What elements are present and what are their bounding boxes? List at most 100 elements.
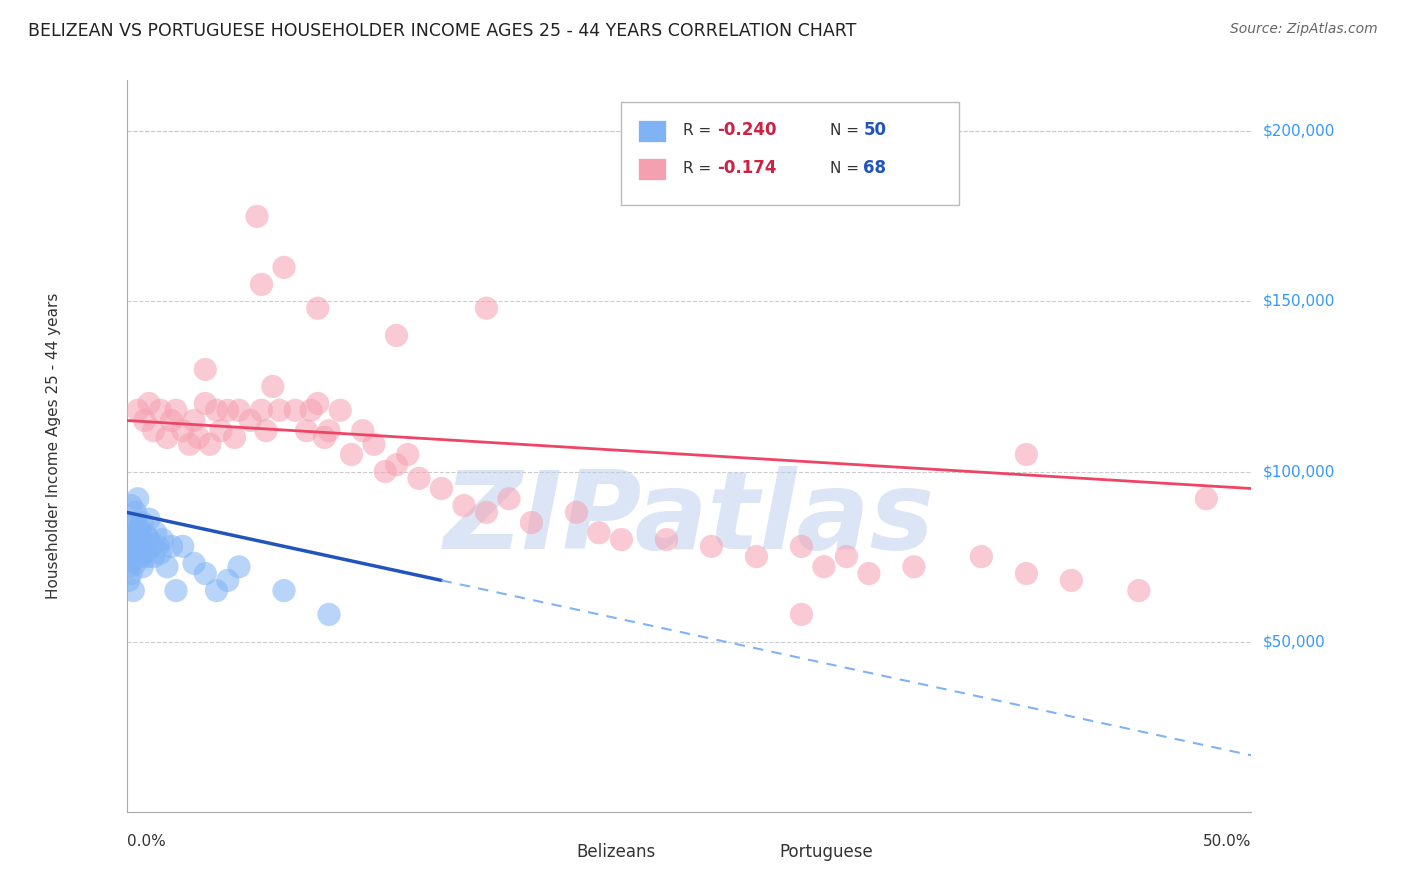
Text: -0.174: -0.174 bbox=[717, 159, 776, 177]
Text: Source: ZipAtlas.com: Source: ZipAtlas.com bbox=[1230, 22, 1378, 37]
Bar bbox=[745, 845, 770, 861]
Point bbox=[790, 540, 813, 554]
Point bbox=[239, 413, 262, 427]
Text: N =: N = bbox=[830, 122, 863, 137]
Point bbox=[1015, 448, 1038, 462]
Text: $100,000: $100,000 bbox=[1263, 464, 1334, 479]
Point bbox=[498, 491, 520, 506]
Point bbox=[1060, 574, 1083, 588]
Point bbox=[122, 553, 145, 567]
Point bbox=[217, 403, 239, 417]
Point bbox=[165, 583, 187, 598]
Point bbox=[228, 559, 250, 574]
Text: R =: R = bbox=[683, 161, 721, 176]
Point bbox=[138, 533, 160, 547]
Point bbox=[307, 301, 329, 316]
Point bbox=[156, 559, 179, 574]
Point bbox=[127, 491, 149, 506]
Point bbox=[138, 512, 160, 526]
Text: $200,000: $200,000 bbox=[1263, 124, 1334, 139]
Point bbox=[138, 396, 160, 410]
Point bbox=[329, 403, 352, 417]
Point bbox=[127, 540, 149, 554]
Point bbox=[198, 437, 221, 451]
Point bbox=[172, 540, 194, 554]
Point bbox=[152, 533, 174, 547]
Point bbox=[187, 430, 209, 444]
Point bbox=[1015, 566, 1038, 581]
Point bbox=[129, 533, 152, 547]
Point bbox=[858, 566, 880, 581]
Text: 68: 68 bbox=[863, 159, 886, 177]
Point bbox=[160, 540, 183, 554]
Point bbox=[135, 529, 157, 543]
Point bbox=[129, 549, 152, 564]
Point bbox=[430, 482, 453, 496]
Point bbox=[228, 403, 250, 417]
Point bbox=[160, 413, 183, 427]
Point bbox=[314, 430, 336, 444]
Point bbox=[183, 557, 205, 571]
Point bbox=[655, 533, 678, 547]
Point bbox=[700, 540, 723, 554]
Point bbox=[610, 533, 633, 547]
Point bbox=[224, 430, 246, 444]
Point bbox=[127, 403, 149, 417]
Point bbox=[299, 403, 322, 417]
Point bbox=[318, 424, 340, 438]
Point bbox=[124, 505, 146, 519]
Text: 50: 50 bbox=[863, 121, 886, 139]
Text: Householder Income Ages 25 - 44 years: Householder Income Ages 25 - 44 years bbox=[46, 293, 60, 599]
Text: 0.0%: 0.0% bbox=[127, 834, 166, 848]
Point bbox=[453, 499, 475, 513]
Point bbox=[122, 546, 145, 560]
Point bbox=[205, 403, 228, 417]
Point bbox=[149, 546, 172, 560]
Point bbox=[385, 458, 408, 472]
Point bbox=[118, 549, 141, 564]
Point bbox=[835, 549, 858, 564]
Text: N =: N = bbox=[830, 161, 863, 176]
Point bbox=[340, 448, 363, 462]
Point bbox=[284, 403, 307, 417]
Point bbox=[970, 549, 993, 564]
Point bbox=[269, 403, 291, 417]
Point bbox=[318, 607, 340, 622]
Point bbox=[179, 437, 201, 451]
Point bbox=[146, 540, 169, 554]
Point bbox=[205, 583, 228, 598]
Text: 50.0%: 50.0% bbox=[1204, 834, 1251, 848]
Point bbox=[475, 301, 498, 316]
Point bbox=[165, 403, 187, 417]
Point bbox=[172, 424, 194, 438]
Point bbox=[194, 396, 217, 410]
Text: R =: R = bbox=[683, 122, 717, 137]
Text: Belizeans: Belizeans bbox=[576, 843, 655, 861]
Bar bbox=[638, 120, 666, 142]
Point bbox=[142, 549, 165, 564]
Point bbox=[122, 536, 145, 550]
Point bbox=[131, 516, 153, 530]
Point bbox=[396, 448, 419, 462]
Point bbox=[122, 583, 145, 598]
Point bbox=[134, 413, 156, 427]
Point bbox=[131, 540, 153, 554]
Point bbox=[217, 574, 239, 588]
Point bbox=[209, 424, 232, 438]
Point bbox=[127, 525, 149, 540]
Point bbox=[145, 525, 167, 540]
Point bbox=[903, 559, 925, 574]
Text: $150,000: $150,000 bbox=[1263, 293, 1334, 309]
Text: ZIPatlas: ZIPatlas bbox=[443, 467, 935, 572]
Point bbox=[134, 536, 156, 550]
Point bbox=[134, 546, 156, 560]
Bar bbox=[621, 103, 959, 204]
Point bbox=[131, 559, 153, 574]
Point bbox=[250, 277, 273, 292]
Point bbox=[385, 328, 408, 343]
Point bbox=[141, 540, 163, 554]
Point bbox=[475, 505, 498, 519]
Point bbox=[120, 499, 142, 513]
Point bbox=[142, 424, 165, 438]
Point bbox=[127, 546, 149, 560]
